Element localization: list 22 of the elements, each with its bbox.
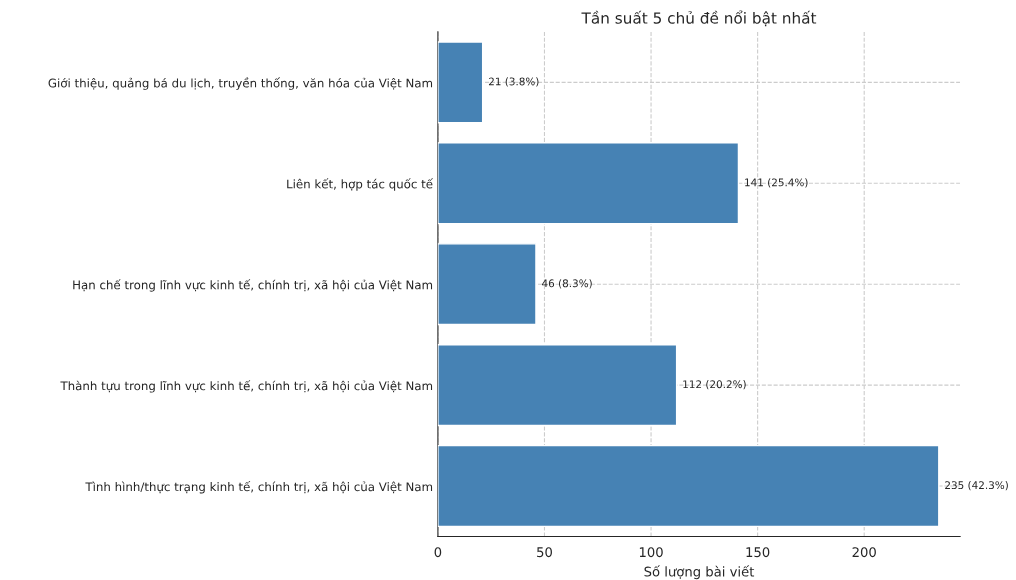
data-label: 21 (3.8%)	[488, 77, 539, 87]
chart-title: Tần suất 5 chủ đề nổi bật nhất	[581, 10, 817, 27]
y-tick-label: Giới thiệu, quảng bá du lịch, truyền thống, văn hóa của Việt Nam	[48, 77, 433, 90]
data-label: 235 (42.3%)	[945, 481, 1008, 491]
data-label: 46 (8.3%)	[542, 279, 592, 289]
y-tick-label: Tình hình/thực trạng kinh tế, chính trị, xã hội của Việt Nam	[85, 481, 433, 494]
data-label: 141 (25.4%)	[745, 178, 808, 188]
x-tick-label: 0	[434, 547, 442, 558]
bar	[437, 243, 537, 326]
bar	[437, 444, 940, 528]
x-axis-title: Số lượng bài viết	[644, 565, 755, 580]
y-tick-label: Thành tựu trong lĩnh vực kinh tế, chính trị, xã hội của Việt Nam	[60, 380, 433, 393]
bar	[437, 41, 484, 124]
y-tick-label: Liên kết, hợp tác quốc tế	[287, 178, 434, 191]
data-label: 112 (20.2%)	[683, 380, 746, 390]
y-tick-label: Hạn chế trong lĩnh vực kinh tế, chính trị, xã hội của Việt Nam	[73, 279, 433, 292]
x-tick-label: 100	[639, 547, 663, 558]
x-tick-label: 150	[746, 547, 770, 558]
x-tick-label: 50	[537, 547, 552, 558]
bar	[437, 142, 740, 225]
bar	[437, 344, 678, 427]
x-tick-label: 200	[852, 547, 876, 558]
